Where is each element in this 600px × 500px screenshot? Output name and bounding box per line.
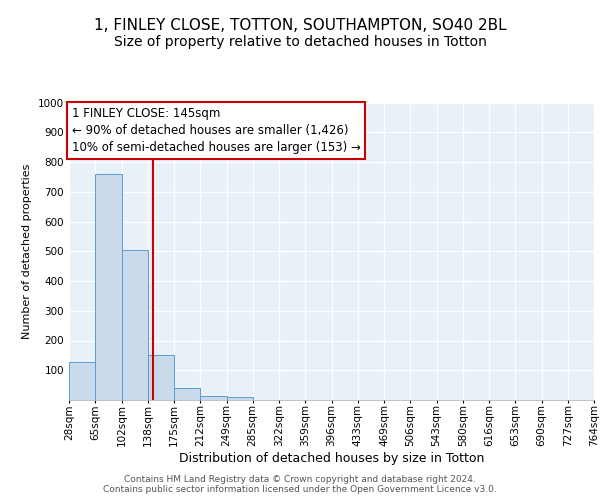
Text: Size of property relative to detached houses in Totton: Size of property relative to detached ho… — [113, 35, 487, 49]
Bar — [227, 397, 253, 400]
Y-axis label: Number of detached properties: Number of detached properties — [22, 164, 32, 339]
Bar — [95, 174, 121, 400]
Text: 1 FINLEY CLOSE: 145sqm
← 90% of detached houses are smaller (1,426)
10% of semi-: 1 FINLEY CLOSE: 145sqm ← 90% of detached… — [71, 107, 361, 154]
Bar — [174, 388, 200, 400]
Text: 1, FINLEY CLOSE, TOTTON, SOUTHAMPTON, SO40 2BL: 1, FINLEY CLOSE, TOTTON, SOUTHAMPTON, SO… — [94, 18, 506, 32]
Bar — [69, 362, 95, 400]
Bar — [200, 396, 227, 400]
X-axis label: Distribution of detached houses by size in Totton: Distribution of detached houses by size … — [179, 452, 484, 465]
Text: Contains HM Land Registry data © Crown copyright and database right 2024.
Contai: Contains HM Land Registry data © Crown c… — [103, 474, 497, 494]
Bar — [148, 356, 174, 400]
Bar — [121, 250, 148, 400]
